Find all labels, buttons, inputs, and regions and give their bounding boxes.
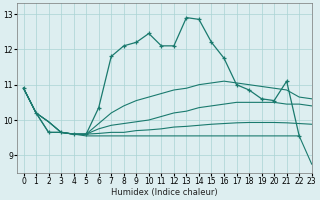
X-axis label: Humidex (Indice chaleur): Humidex (Indice chaleur) — [111, 188, 218, 197]
